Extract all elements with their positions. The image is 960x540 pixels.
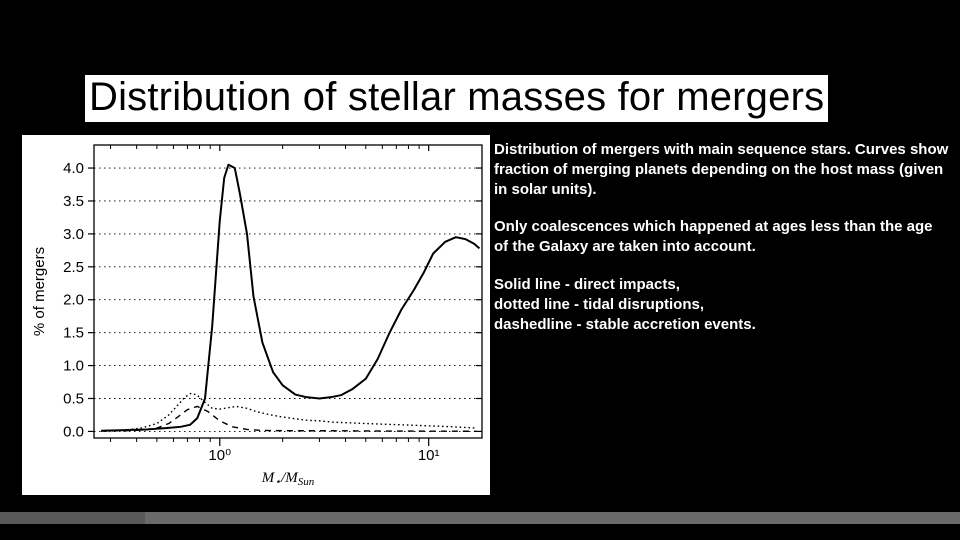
series-stable-accretion: [101, 406, 477, 431]
svg-text:2.0: 2.0: [63, 292, 84, 309]
title-block: Distribution of stellar masses for merge…: [85, 75, 875, 122]
svg-text:% of mergers: % of mergers: [31, 247, 48, 336]
svg-text:4.0: 4.0: [63, 160, 84, 177]
series-direct-impacts: [101, 165, 479, 431]
svg-text:M⋆/MSun: M⋆/MSun: [261, 470, 315, 488]
svg-text:3.5: 3.5: [63, 193, 84, 210]
chart-panel: 0.0 0.5 1.0 1.5 2.0 2.5 3.0 3.5 4.0 10⁰ 10¹ M⋆/MSun…: [22, 135, 490, 495]
svg-text:2.5: 2.5: [63, 259, 84, 276]
description-block: Distribution of mergers with main sequen…: [494, 140, 949, 352]
svg-text:10¹: 10¹: [418, 447, 440, 464]
mergers-chart: 0.0 0.5 1.0 1.5 2.0 2.5 3.0 3.5 4.0 10⁰ 10¹ M⋆/MSun…: [22, 135, 490, 495]
footer-bar-right: [145, 512, 960, 524]
svg-text:3.0: 3.0: [63, 226, 84, 243]
slide-title: Distribution of stellar masses for merge…: [85, 75, 828, 122]
svg-text:10⁰: 10⁰: [208, 447, 231, 464]
svg-text:0.5: 0.5: [63, 390, 84, 407]
desc-p1: Distribution of mergers with main sequen…: [494, 140, 949, 199]
svg-text:0.0: 0.0: [63, 423, 84, 440]
svg-text:1.5: 1.5: [63, 325, 84, 342]
desc-p3: Solid line - direct impacts, dotted line…: [494, 275, 949, 334]
desc-p2: Only coalescences which happened at ages…: [494, 217, 949, 257]
footer-bar-left: [0, 512, 145, 524]
slide: Distribution of stellar masses for merge…: [0, 0, 960, 540]
svg-text:1.0: 1.0: [63, 358, 84, 375]
